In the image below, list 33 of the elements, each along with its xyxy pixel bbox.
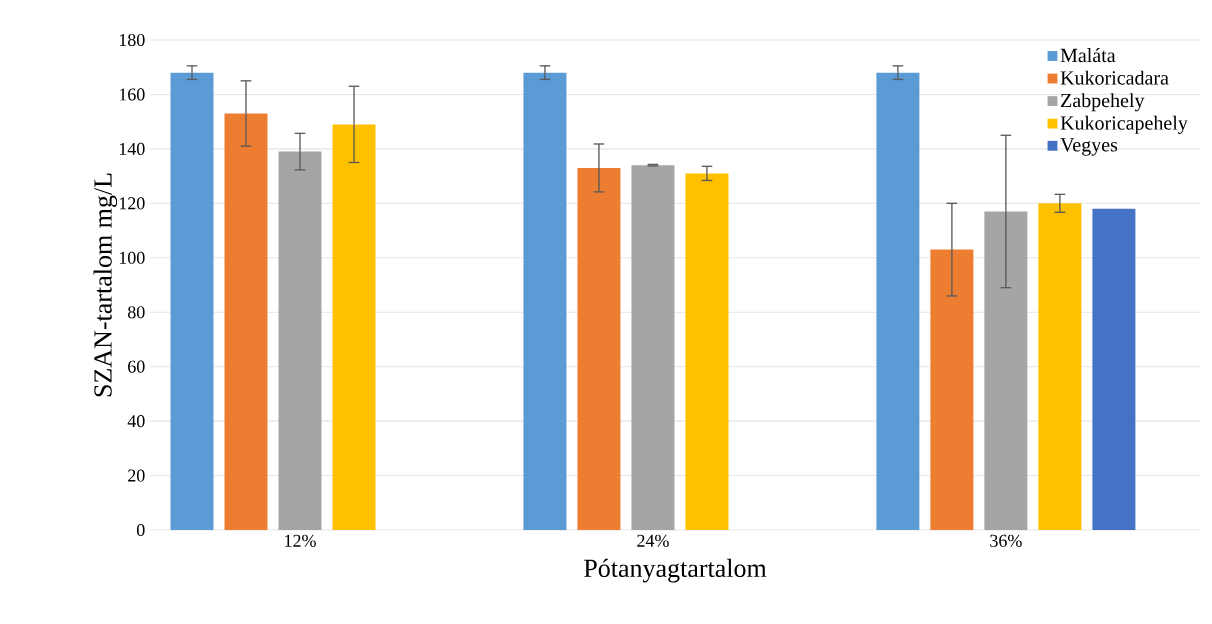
- y-tick-label: 60: [128, 360, 145, 373]
- bar: [1038, 203, 1082, 530]
- y-tick-label: 100: [119, 251, 145, 264]
- y-tick-label: 80: [127, 306, 145, 319]
- bar: [876, 72, 920, 530]
- bar: [224, 113, 268, 530]
- bar: [523, 72, 567, 530]
- legend-label: Kukoricapehely: [1060, 115, 1188, 134]
- x-tick-label: 24%: [637, 534, 669, 547]
- y-tick-label: 180: [119, 33, 145, 47]
- bar: [984, 211, 1028, 530]
- x-axis-title: Pótanyagtartalom: [584, 558, 767, 583]
- legend-label: Zabpehely: [1061, 93, 1145, 112]
- bar: [170, 72, 214, 530]
- bar: [1092, 208, 1136, 530]
- bar: [685, 173, 729, 530]
- y-tick-label: 0: [136, 523, 145, 537]
- y-axis-title: SZAN-tartalom mg/L: [93, 173, 118, 397]
- bar: [930, 249, 974, 530]
- legend-label: Maláta: [1060, 48, 1116, 63]
- y-tick-label: 140: [119, 142, 145, 155]
- bar: [332, 124, 376, 530]
- x-tick-label: 36%: [990, 534, 1022, 547]
- bar: [278, 151, 322, 530]
- y-tick-label: 160: [119, 88, 145, 101]
- legend-label: Kukoricadara: [1060, 70, 1169, 85]
- y-tick-label: 40: [127, 415, 145, 428]
- bar: [577, 167, 621, 530]
- x-tick-label: 12%: [285, 534, 316, 547]
- legend-label: Vegyes: [1060, 138, 1118, 156]
- y-tick-label: 120: [119, 197, 145, 210]
- y-tick-label: 20: [128, 469, 145, 482]
- bar: [631, 165, 675, 530]
